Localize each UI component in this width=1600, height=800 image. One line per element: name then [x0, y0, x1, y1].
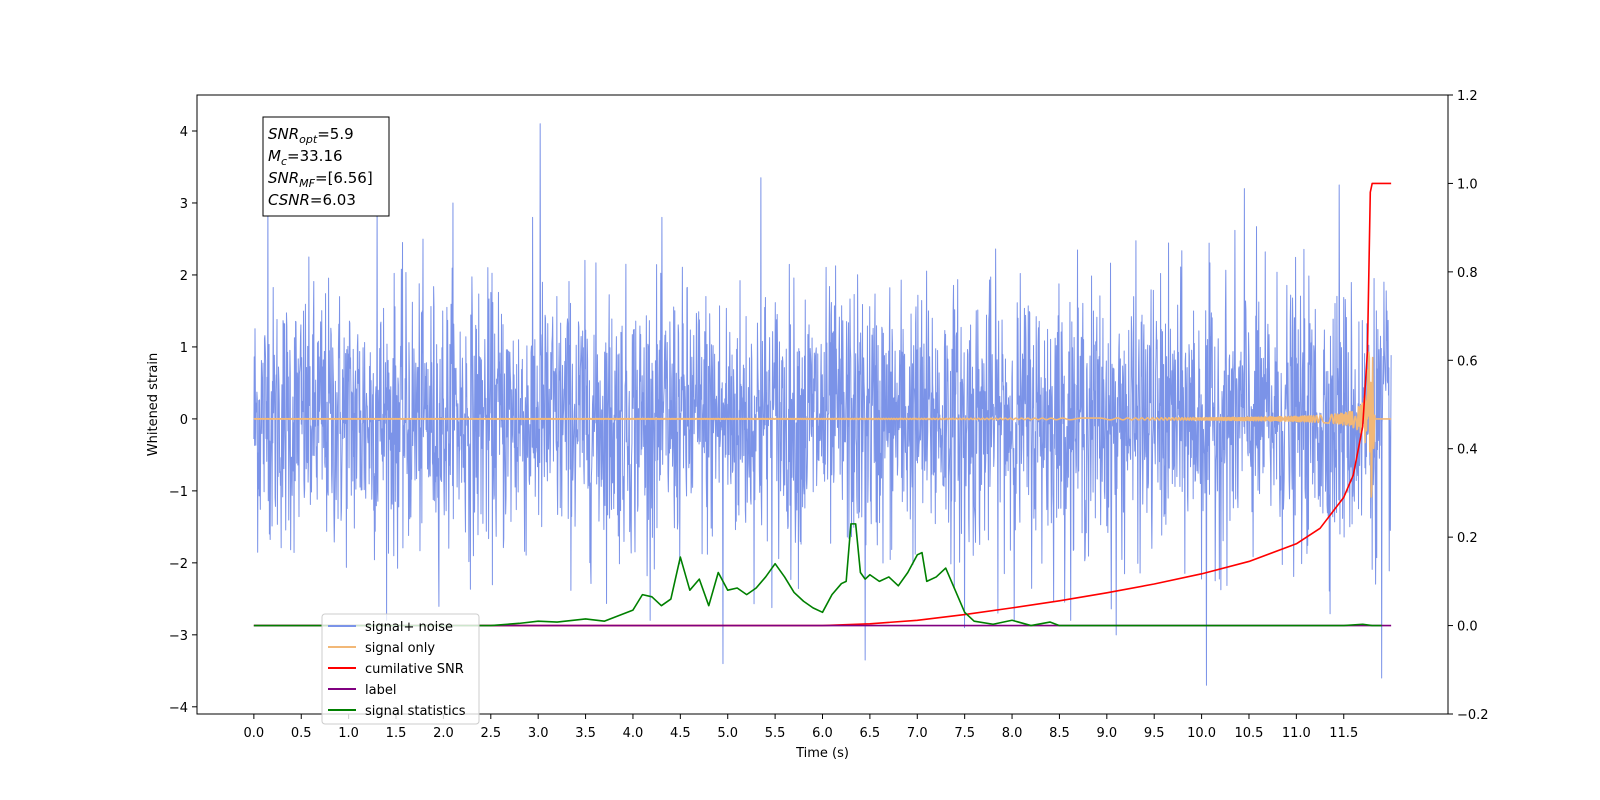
x-tick-label: 3.5 [575, 726, 596, 741]
x-tick-label: 6.0 [812, 726, 833, 741]
x-tick-label: 2.0 [433, 726, 454, 741]
x-tick-label: 8.5 [1049, 726, 1070, 741]
x-tick-label: 1.0 [338, 726, 359, 741]
x-tick-label: 5.0 [717, 726, 738, 741]
y2-tick-label: 0.6 [1457, 354, 1478, 369]
annotation-line: Mc=33.16 [268, 147, 343, 168]
y-tick-label: 3 [180, 197, 188, 212]
y-axis-label: Whitened strain [146, 353, 161, 456]
x-tick-label: 7.5 [954, 726, 975, 741]
y-axis-left: −4 −3 −2 −1 0 1 2 3 4 [169, 125, 197, 716]
y-tick-label: −2 [169, 557, 188, 572]
series-layer [253, 123, 1392, 686]
y2-tick-label: 0.4 [1457, 443, 1478, 458]
x-tick-label: 8.0 [1002, 726, 1023, 741]
y-axis-right: −0.2 0.0 0.2 0.4 0.6 0.8 1.0 1.2 [1448, 89, 1489, 723]
y2-tick-label: 0.0 [1457, 620, 1478, 635]
series-cumilative-snr [253, 182, 1392, 627]
legend-frame [321, 613, 480, 725]
x-tick-label: 5.5 [765, 726, 786, 741]
x-tick-label: 11.5 [1329, 726, 1358, 741]
legend-label: signal statistics [365, 704, 466, 719]
x-tick-label: 6.5 [860, 726, 881, 741]
y2-tick-label: 1.0 [1457, 177, 1478, 192]
x-tick-label: 10.0 [1187, 726, 1216, 741]
annotation-frame [262, 116, 390, 217]
y-tick-label: 1 [180, 341, 188, 356]
annotation-line: SNRMF=[6.56] [268, 169, 373, 190]
y-tick-label: 0 [180, 413, 188, 428]
legend: signal+ noise signal only cumilative SNR la… [321, 613, 480, 725]
x-tick-label: 1.5 [386, 726, 407, 741]
x-axis-label: Time (s) [795, 746, 849, 761]
x-tick-label: 0.5 [291, 726, 312, 741]
y-tick-label: −3 [169, 629, 188, 644]
legend-label: cumilative SNR [365, 662, 464, 677]
x-tick-label: 3.0 [528, 726, 549, 741]
y2-tick-label: −0.2 [1457, 708, 1489, 723]
series-signal-noise [253, 123, 1392, 686]
x-tick-label: 4.5 [670, 726, 691, 741]
x-axis: 0.0 0.5 1.0 1.5 2.0 2.5 3.0 3.5 4.0 4.5 5.0 5.5 6.0 6… [244, 714, 1358, 741]
y-tick-label: 4 [180, 125, 188, 140]
y-tick-label: −4 [169, 701, 188, 716]
x-tick-label: 9.0 [1096, 726, 1117, 741]
x-tick-label: 0.0 [244, 726, 265, 741]
x-tick-label: 2.5 [480, 726, 501, 741]
series-signal-statistics [253, 523, 1382, 627]
legend-label: signal+ noise [365, 620, 453, 635]
series-signal-only [253, 351, 1392, 498]
annotation-line: CSNR=6.03 [268, 191, 356, 209]
x-tick-label: 9.5 [1144, 726, 1165, 741]
legend-label: signal only [365, 641, 435, 656]
x-tick-label: 11.0 [1282, 726, 1311, 741]
x-tick-label: 4.0 [623, 726, 644, 741]
legend-label: label [365, 683, 396, 698]
y2-tick-label: 0.2 [1457, 531, 1478, 546]
y-tick-label: −1 [169, 485, 188, 500]
y2-tick-label: 1.2 [1457, 89, 1478, 104]
x-tick-label: 7.0 [907, 726, 928, 741]
y-tick-label: 2 [180, 269, 188, 284]
annotation-line: SNRopt=5.9 [268, 125, 354, 146]
x-tick-label: 10.5 [1235, 726, 1264, 741]
y2-tick-label: 0.8 [1457, 266, 1478, 281]
